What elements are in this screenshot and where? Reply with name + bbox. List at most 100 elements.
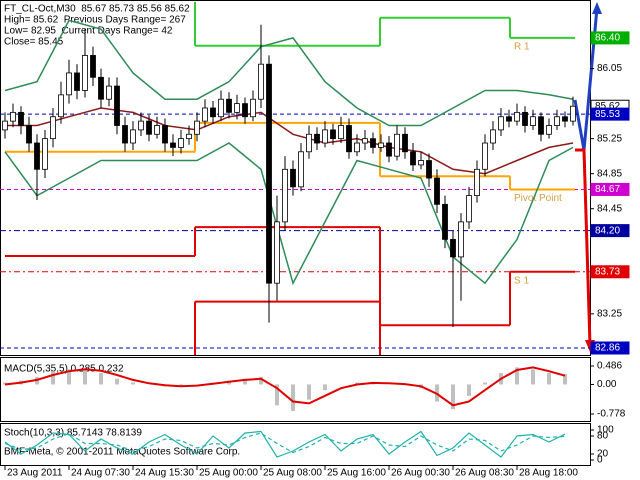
candle-body — [386, 142, 392, 157]
y-tick-label: 80 — [597, 431, 609, 442]
candle-body — [290, 168, 296, 188]
y-tick-label: 84.85 — [597, 168, 622, 179]
candle-body — [50, 116, 56, 140]
candle-body — [426, 160, 432, 179]
candle-body — [146, 120, 152, 135]
candle-body — [442, 203, 448, 240]
pivot-label: S 1 — [514, 275, 529, 286]
candle-body — [26, 125, 32, 144]
candle-body — [330, 129, 336, 140]
pivot-label: R 1 — [514, 42, 530, 53]
indicator-line — [4, 142, 574, 286]
candle-body — [378, 142, 384, 148]
candle-body — [338, 125, 344, 140]
candle-body — [130, 129, 136, 144]
candle-body — [554, 116, 560, 126]
candle-body — [546, 125, 552, 135]
histogram-bar — [563, 373, 567, 385]
indicator-line — [4, 19, 574, 127]
x-tick-label: 26 Aug 08:30 — [455, 468, 514, 479]
histogram-bar — [99, 373, 103, 385]
y-tick-label: 0 — [597, 455, 603, 466]
candle-body — [186, 133, 192, 140]
projection-down — [575, 148, 592, 346]
histogram-bar — [307, 384, 311, 400]
price-level-box — [590, 341, 630, 355]
histogram-bar — [483, 382, 487, 385]
candle-body — [474, 168, 480, 196]
price-level-label: 86.40 — [595, 33, 620, 44]
candle-body — [434, 177, 440, 205]
candle-body — [322, 129, 328, 144]
stoch-panel-frame — [0, 423, 591, 466]
panel-title: FT_CL-Oct,M30 85.67 85.73 85.56 85.62 — [4, 4, 190, 15]
candle-body — [250, 98, 256, 118]
candle-body — [314, 133, 320, 144]
candle-body — [298, 151, 304, 188]
y-tick-label: 100 — [597, 425, 614, 436]
histogram-bar — [531, 369, 535, 385]
price-level-box — [590, 182, 630, 196]
stoch-line — [4, 430, 566, 458]
x-tick-label: 25 Aug 00:00 — [199, 468, 258, 479]
candle-body — [106, 85, 112, 100]
price-level-box — [590, 265, 630, 279]
candle-body — [58, 94, 64, 118]
price-level-box — [590, 107, 630, 121]
candle-body — [18, 111, 24, 126]
candle-body — [218, 98, 224, 118]
candle-body — [514, 111, 520, 122]
header-info: Low= 82.95 Current Days Range= 42 — [4, 26, 173, 37]
candle-body — [74, 72, 80, 91]
candle-body — [210, 107, 216, 118]
price-level-box — [590, 224, 630, 238]
stoch-line — [4, 432, 566, 454]
candle-body — [170, 142, 176, 148]
candle-body — [82, 55, 88, 91]
x-tick-label: 23 Aug 2011 — [7, 468, 63, 479]
pivot-label: Pivot Point — [514, 193, 562, 204]
candle-body — [562, 116, 568, 122]
candle-body — [418, 160, 424, 166]
panel-title: Stoch(10,3,3) 85.7143 78.8139 — [4, 428, 142, 439]
candle-body — [354, 142, 360, 153]
x-tick-label: 28 Aug 18:00 — [519, 468, 578, 479]
price-level-label: 84.67 — [595, 184, 620, 195]
y-tick-label: 86.05 — [597, 63, 622, 74]
y-tick-label: 20 — [597, 449, 609, 460]
candle-body — [490, 129, 496, 144]
candle-body — [274, 221, 280, 284]
panel-title: MACD(5,35,5) 0.285 0.232 — [4, 364, 124, 375]
header-info: High= 85.62 Previous Days Range= 267 — [4, 15, 186, 26]
candle-body — [226, 98, 232, 113]
arrow-head — [592, 2, 602, 14]
histogram-bar — [323, 384, 327, 391]
projection-arrows — [573, 2, 602, 352]
histogram-bar — [467, 384, 471, 396]
candle-body — [66, 72, 72, 96]
candle-body — [538, 116, 544, 135]
histogram-bar — [451, 384, 455, 410]
main-panel-frame — [0, 0, 591, 356]
candle-body — [466, 195, 472, 223]
x-tick-label: 25 Aug 16:00 — [327, 468, 386, 479]
candle-body — [266, 63, 272, 284]
histogram-bar — [67, 369, 71, 385]
x-tick-label: 24 Aug 15:30 — [135, 468, 194, 479]
histogram-bar — [291, 384, 295, 412]
histogram-bar — [131, 382, 135, 385]
y-tick-label: -0.778 — [597, 409, 626, 420]
candle-body — [34, 142, 40, 170]
x-tick-label: 25 Aug 08:00 — [263, 468, 322, 479]
candle-body — [178, 138, 184, 148]
y-tick-label: 83.25 — [597, 308, 622, 319]
y-tick-label: 85.25 — [597, 133, 622, 144]
y-tick-label: 0.00 — [597, 379, 617, 390]
candle-body — [522, 111, 528, 126]
histogram-bar — [83, 368, 87, 385]
histogram-bar — [275, 384, 279, 406]
x-tick-label: 24 Aug 07:30 — [71, 468, 130, 479]
price-level-label: 83.73 — [595, 266, 620, 277]
price-level-label: 84.20 — [595, 225, 620, 236]
